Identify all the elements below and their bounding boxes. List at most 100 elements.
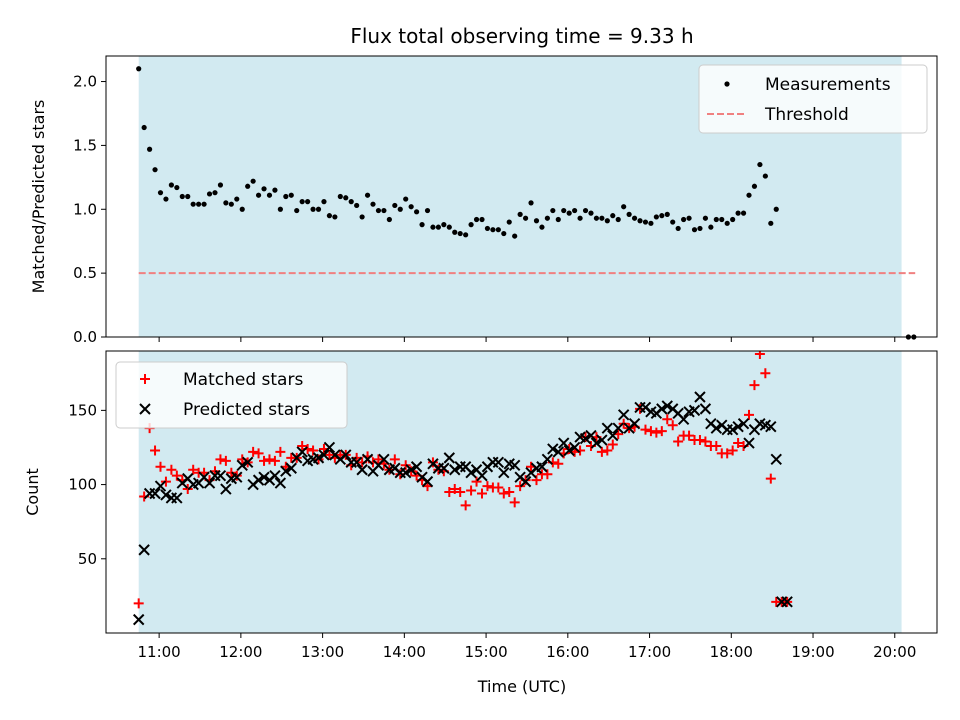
measurement-point [343,195,349,201]
measurement-point [168,182,174,188]
predicted-star-point [340,449,352,461]
matched-star-point [275,446,286,457]
measurement-point [479,216,485,223]
predicted-star-point [220,483,232,495]
measurement-point [419,222,425,228]
measurement-point [397,206,403,212]
measurement-point [463,232,469,238]
measurement-point [719,216,725,223]
predicted-star-point [563,444,575,457]
matched-star-point [449,484,460,495]
predicted-star-point [231,471,243,483]
matched-star-point [640,424,651,435]
predicted-star-point [558,437,570,449]
measurement-point [631,215,638,221]
matched-star-point [645,426,656,437]
matched-star-point [133,598,144,609]
predicted-star-point [699,403,712,415]
measurement-point [359,214,365,220]
measurement-point [604,218,610,224]
measurement-point [141,124,147,131]
matched-star-point [673,436,684,447]
matched-star-point [253,448,264,459]
legend-predicted-swatch [139,403,151,415]
measurement-point [424,207,431,214]
predicted-star-point [508,459,521,471]
predicted-star-point [214,469,227,482]
matched-star-point [509,497,520,508]
measurement-point [223,200,229,206]
legend-label: Threshold [764,105,849,125]
matched-star-point [460,500,471,511]
matched-star-point [722,448,733,459]
measurement-point [512,233,518,239]
predicted-star-point [677,413,690,425]
measurement-point [561,207,567,214]
measurement-point [174,184,180,191]
measurement-point [408,204,414,210]
matched-star-point [476,488,487,499]
predicted-star-point [536,461,548,473]
predicted-star-point [154,480,167,492]
measurement-point [179,193,185,200]
legend-measurement-swatch [724,81,730,87]
predicted-star-point [765,420,777,433]
predicted-star-point [350,456,363,469]
measurement-point [675,225,681,232]
data-layer [132,351,793,626]
matched-star-point [155,461,166,472]
matched-star-point [269,455,280,466]
predicted-star-point [410,461,423,473]
measurement-point [245,183,251,189]
predicted-star-point [241,456,254,469]
matched-star-point [727,445,738,456]
matched-star-point [471,476,482,487]
predicted-star-point [258,471,270,483]
data-layer [136,66,916,275]
measurement-point [196,201,202,207]
predicted-star-point [465,466,477,479]
matched-star-point [466,485,477,496]
predicted-star-point [661,400,673,412]
measurement-point [457,230,463,237]
matched-star-point [711,440,722,451]
measurement-point [217,182,224,188]
measurement-point [544,215,550,221]
measurement-point [446,224,452,230]
predicted-star-point [149,487,161,500]
predicted-star-point [236,459,248,471]
measurement-point [533,218,540,224]
measurement-point [234,196,240,202]
legend-matched-swatch [140,374,150,384]
matched-star-point [733,438,744,449]
predicted-star-point [596,434,608,446]
measurement-point [670,219,676,225]
measurement-point [337,193,343,200]
matched-star-point [651,427,662,438]
predicted-star-point [171,492,183,504]
measurement-point [348,199,354,205]
matched-star-point [427,457,438,468]
matched-star-point [166,464,177,475]
predicted-star-point [252,474,265,486]
y-tick-label: 0.5 [73,264,97,282]
predicted-star-point [568,441,581,454]
measurement-point [599,215,605,221]
measurement-point [206,191,213,197]
matched-star-point [150,445,161,456]
measurement-point [430,224,436,230]
measurement-point [299,199,305,205]
matched-star-point [324,449,335,460]
measurement-point [522,215,529,221]
panel-counts: 11:00 12:00 13:00 14:00 15:00 16:00 17:00 18:00… [23,350,938,661]
predicted-star-point [737,418,750,430]
measurement-point [740,210,747,216]
matched-star-point [662,414,673,425]
measurement-point [626,211,632,217]
matched-star-point [444,487,455,497]
measurement-point [305,199,311,205]
predicted-star-point [552,446,564,458]
matched-star-point [749,380,760,391]
panel-ratio: 0.0 0.5 1.0 1.5 2.0 Matched/Predicted stars Me… [29,55,938,346]
